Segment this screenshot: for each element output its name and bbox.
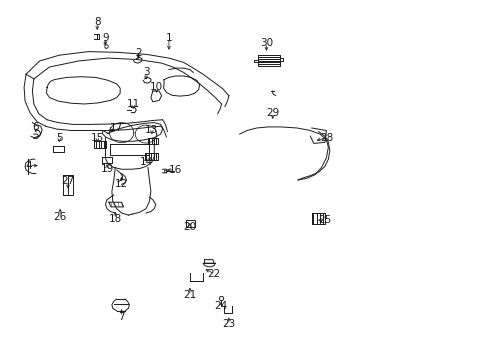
Text: 9: 9 [102,33,109,43]
Text: 5: 5 [56,133,62,143]
Text: 3: 3 [142,67,149,77]
Text: 4: 4 [25,161,32,171]
Text: 29: 29 [265,108,279,118]
Text: 2: 2 [135,48,141,58]
Text: 10: 10 [150,82,163,93]
Text: 21: 21 [183,291,196,301]
Text: 18: 18 [108,214,122,224]
Text: 12: 12 [115,179,128,189]
Text: 26: 26 [54,212,67,221]
Text: 24: 24 [214,301,227,311]
Text: 19: 19 [100,164,113,174]
Text: 30: 30 [259,38,272,48]
Text: 11: 11 [126,99,140,109]
Text: 25: 25 [318,215,331,225]
Text: 13: 13 [145,125,158,135]
Text: 16: 16 [168,165,182,175]
Text: 23: 23 [222,319,235,329]
Text: 14: 14 [139,157,152,167]
Text: 7: 7 [118,312,124,322]
Text: 17: 17 [110,123,123,133]
Text: 20: 20 [183,222,196,232]
Text: 1: 1 [165,33,172,43]
Text: 28: 28 [319,133,332,143]
Text: 15: 15 [90,133,103,143]
Text: 6: 6 [32,122,39,132]
Text: 8: 8 [94,17,101,27]
Text: 27: 27 [61,176,75,186]
Text: 22: 22 [207,269,221,279]
